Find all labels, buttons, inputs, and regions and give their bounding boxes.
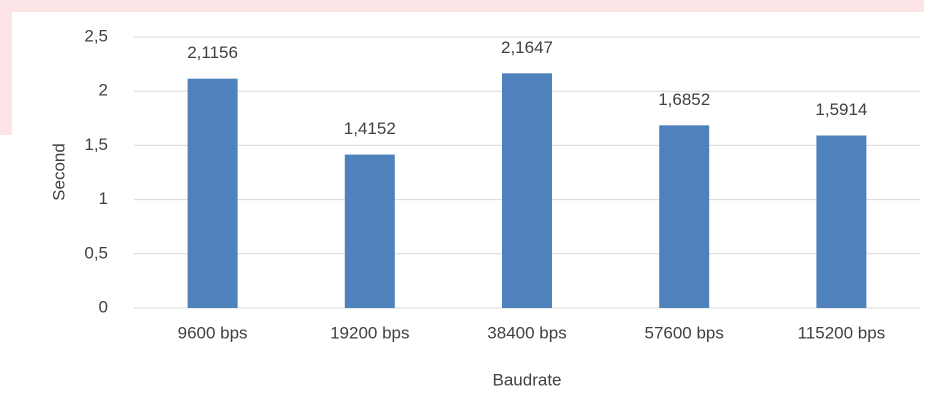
y-tick-label: 2 [99, 81, 108, 100]
x-tick-label: 9600 bps [178, 323, 248, 342]
bar [344, 154, 395, 308]
x-axis-title: Baudrate [493, 370, 562, 389]
y-tick-label: 1,5 [84, 135, 108, 154]
y-tick-label: 0,5 [84, 243, 108, 262]
y-axis-title: Second [49, 143, 68, 201]
bar [187, 78, 238, 308]
bar [816, 135, 867, 308]
x-tick-label: 19200 bps [330, 323, 409, 342]
x-tick-label: 57600 bps [644, 323, 723, 342]
data-label: 1,6852 [658, 90, 710, 109]
data-label: 1,5914 [815, 100, 867, 119]
y-tick-label: 2,5 [84, 26, 108, 45]
data-label: 1,4152 [344, 119, 396, 138]
data-label: 2,1647 [501, 38, 553, 57]
bar [659, 125, 710, 309]
y-tick-label: 0 [99, 297, 108, 316]
x-tick-label: 115200 bps [798, 323, 886, 342]
y-tick-label: 1 [99, 189, 108, 208]
bar [502, 73, 552, 308]
background-band [0, 0, 924, 12]
x-tick-label: 38400 bps [487, 323, 566, 342]
data-label: 2,1156 [187, 43, 238, 62]
background-band [0, 0, 12, 135]
